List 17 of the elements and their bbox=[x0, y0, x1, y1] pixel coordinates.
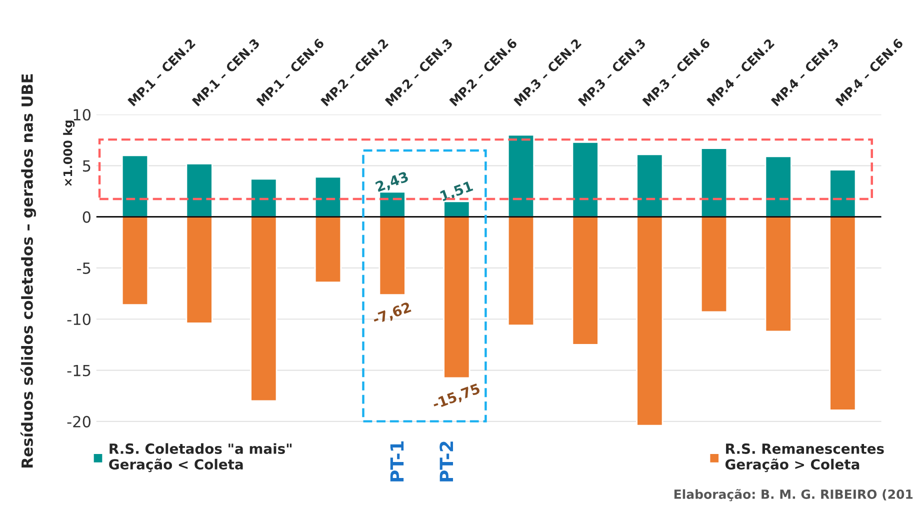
text: Elaboração: B. M. G. RIBEIRO (201 bbox=[674, 489, 913, 502]
data-label: -7,62 bbox=[372, 302, 412, 326]
text: PT-1 bbox=[390, 441, 404, 482]
text: ×1.000 kg bbox=[63, 120, 75, 186]
legend-label: R.S. Coletados "a mais" Geração < Coleta bbox=[109, 443, 292, 472]
y-tick-label: -20 bbox=[67, 416, 91, 428]
y-tick-label: -15 bbox=[67, 364, 90, 376]
data-label: 2,43 bbox=[375, 171, 410, 194]
legend-label: R.S. Remanescentes Geração > Coleta bbox=[725, 443, 884, 472]
y-tick-label: 5 bbox=[82, 160, 90, 172]
y-tick-label: -10 bbox=[67, 314, 91, 326]
y-tick-label: -5 bbox=[77, 262, 90, 274]
y-tick-label: 0 bbox=[82, 211, 91, 223]
y-axis-title: Resíduos sólidos coletados – gerados nas UBE bbox=[20, 74, 36, 468]
data-label: -15,75 bbox=[432, 383, 482, 412]
y-tick-label: 10 bbox=[74, 108, 91, 121]
text: PT-2 bbox=[440, 442, 454, 482]
